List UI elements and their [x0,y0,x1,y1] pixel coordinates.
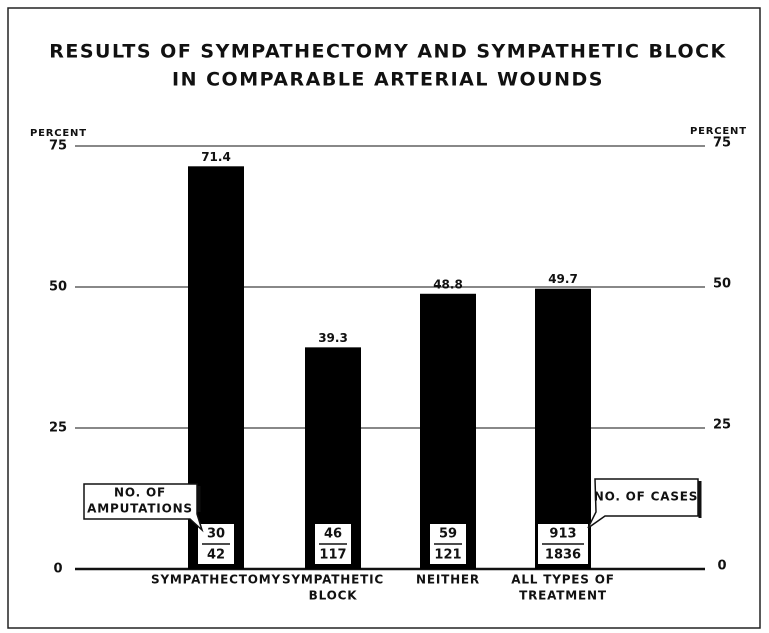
chart-title: IN COMPARABLE ARTERIAL WOUNDS [172,69,604,91]
x-tick-label: NEITHER [416,573,480,587]
amputations-label: 59 [439,527,457,542]
annotation: AMPUTATIONS [87,502,193,516]
frame [7,7,761,629]
y-tick-label: 50 [49,280,67,295]
y-axis-label: PERCENT [30,128,87,139]
amputations-label: 913 [549,527,576,542]
y2-axis-label: PERCENT [690,126,747,137]
bar [420,293,476,569]
y2-tick-label: 0 [717,559,726,574]
y2-tick-label: 75 [713,136,731,151]
y-tick-label: 25 [49,421,67,436]
value-label: 71.4 [201,150,231,164]
chart-title: RESULTS OF SYMPATHECTOMY AND SYMPATHETIC… [49,41,727,63]
annotation: NO. OF CASES [594,490,698,504]
bar [535,288,591,569]
cases-label: 121 [434,548,461,563]
y-tick-label: 0 [53,562,62,577]
x-tick-label: TREATMENT [519,589,607,603]
y2-tick-label: 25 [713,418,731,433]
callout [587,478,699,529]
value-label: 49.7 [548,272,578,286]
x-tick-label: SYMPATHETIC [282,573,384,587]
cases-label: 42 [207,548,225,563]
y2-tick-label: 50 [713,277,731,292]
amputations-label: 30 [207,527,225,542]
amputations-label: 46 [324,527,342,542]
callout [83,483,204,533]
annotation: NO. OF [114,486,166,500]
x-tick-label: ALL TYPES OF [511,573,614,587]
cases-label: 1836 [545,548,581,563]
value-label: 48.8 [433,277,463,291]
value-label: 39.3 [318,331,348,345]
cases-label: 117 [319,548,346,563]
x-tick-label: SYMPATHECTOMY [151,573,281,587]
x-tick-label: BLOCK [309,589,358,603]
y-tick-label: 75 [49,139,67,154]
